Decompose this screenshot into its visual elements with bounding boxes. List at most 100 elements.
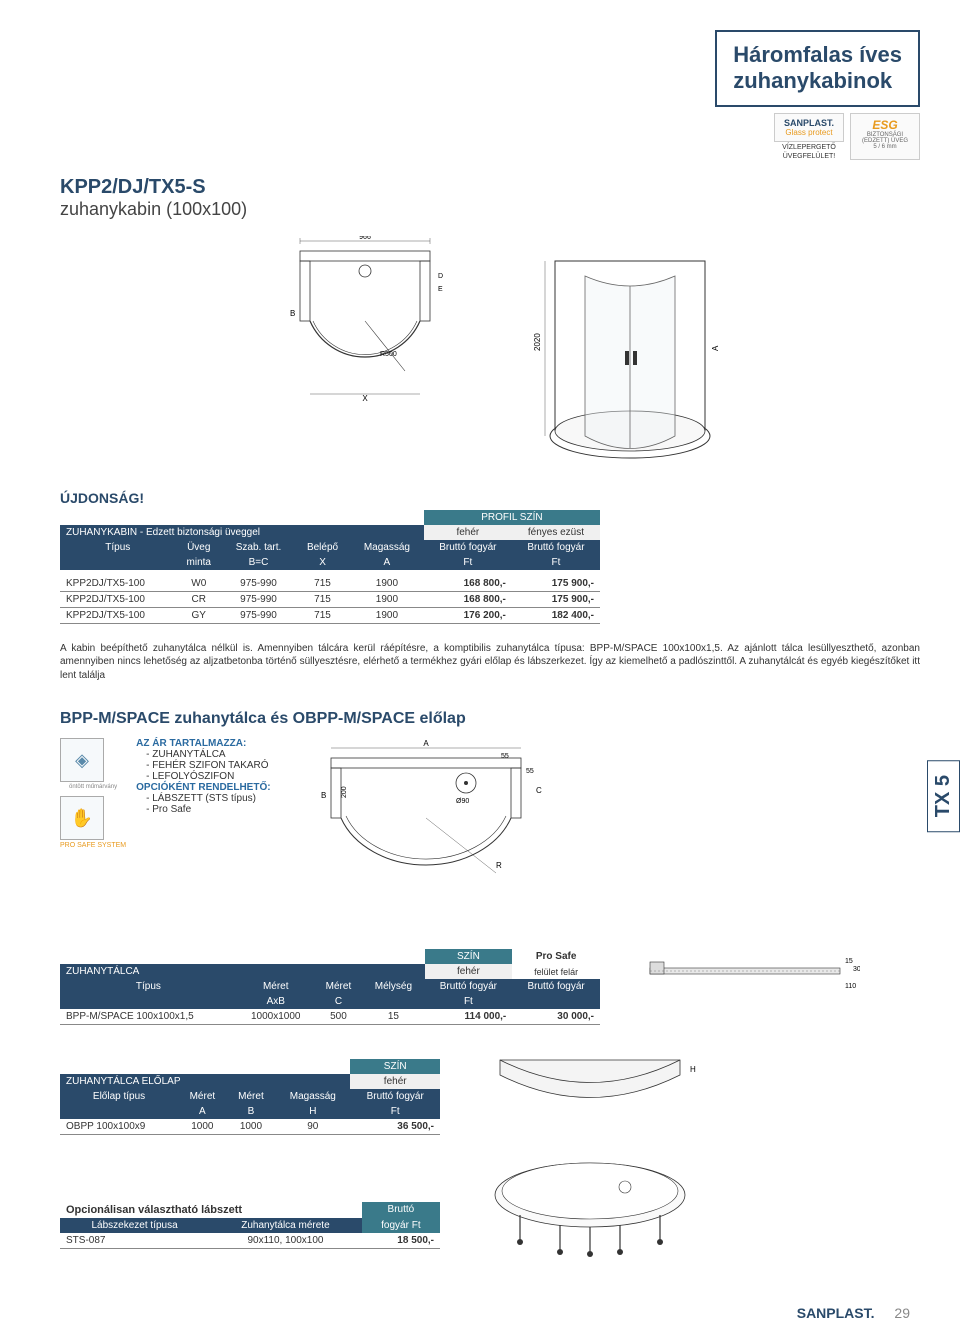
tray-dim-a: A (423, 739, 429, 748)
dim-a: A (711, 345, 720, 351)
front-col-meretB: Méret (227, 1089, 276, 1104)
front-col-h: H (275, 1104, 350, 1119)
esg-logo: ESG (857, 118, 913, 132)
page-footer: SANPLAST. 29 (60, 1305, 920, 1321)
legs-title: Opcionálisan választható lábszett (60, 1202, 362, 1218)
description-text: A kabin beépíthető zuhanytálca nélkül is… (60, 642, 920, 683)
front-table: SZÍN ZUHANYTÁLCA ELŐLAP fehér Előlap típ… (60, 1059, 440, 1135)
col-minta: minta (176, 555, 222, 570)
viz-label-2: ÜVEGFELÜLET! (774, 153, 844, 160)
legs-col-meret: Zuhanytálca mérete (209, 1218, 362, 1233)
col-ft2: Ft (512, 555, 600, 570)
tray-col-c: C (315, 994, 363, 1009)
col-bc: B=C (222, 555, 295, 570)
options-hdr: OPCIÓKÉNT RENDELHETŐ: (136, 782, 270, 793)
tray-dim-r: R (496, 861, 502, 870)
front-col-a: A (178, 1104, 227, 1119)
legs-col-ft: fogyár Ft (362, 1218, 440, 1233)
col-feher: fehér (424, 525, 512, 540)
legs-col-tipus: Lábszekezet típusa (60, 1218, 209, 1233)
legs-table: Opcionálisan választható lábszett Bruttó… (60, 1202, 440, 1249)
includes-hdr: AZ ÁR TARTALMAZZA: (136, 738, 270, 749)
tray-dim-d90: Ø90 (456, 798, 469, 805)
product-code: KPP2/DJ/TX5-S (60, 176, 920, 199)
list-item: ZUHANYTÁLCA (146, 749, 270, 760)
tray-plan-diagram: A B 200 C 55 55 Ø90 R (301, 738, 561, 908)
dim-2020: 2020 (533, 332, 542, 350)
tray-dim-200: 200 (341, 786, 348, 798)
footer-brand: SANPLAST. (797, 1305, 875, 1321)
esg-line2: (EDZETT) ÜVEG (857, 138, 913, 144)
glass-protect-badge: SANPLAST. Glass protect VÍZLEPERGETŐ ÜVE… (774, 113, 844, 160)
dim-r500: R500 (380, 351, 397, 358)
dim-d: D (438, 273, 443, 280)
legs-iso-diagram (480, 1145, 700, 1265)
table-row: BPP-M/SPACE 100x100x1,5 1000x1000 500 15… (60, 1009, 600, 1025)
table-row: KPP2DJ/TX5-100 W0 975-990 715 1900 168 8… (60, 576, 600, 592)
col-fenyes: fényes ezüst (512, 525, 600, 540)
tray-dim-55b: 55 (526, 768, 534, 775)
cabin-table: PROFIL SZÍN ZUHANYKABIN - Edzett biztons… (60, 510, 600, 624)
front-col-ft: Ft (350, 1104, 440, 1119)
includes-block: ◈ öntött műmárvány ✋ PRO SAFE SYSTEM AZ … (60, 738, 271, 849)
viz-label-1: VÍZLEPERGETŐ (774, 144, 844, 151)
tray-feher: fehér (425, 964, 513, 979)
legs-brutto: Bruttó (362, 1202, 440, 1218)
tray-col-tipus: Típus (60, 979, 237, 994)
iso-diagram: 2020 A (530, 236, 730, 466)
front-col-b: B (227, 1104, 276, 1119)
profile-dim-110: 110 (845, 983, 856, 990)
front-panel-diagram: H (480, 1040, 700, 1130)
col-szab: Szab. tart. (222, 540, 295, 555)
front-dim-h: H (690, 1065, 696, 1074)
sanplast-logo-text: SANPLAST. (781, 118, 837, 128)
tray-col-ft: Ft (425, 994, 513, 1009)
tray-felulet: felület felár (512, 964, 600, 979)
col-belepo: Belépő (295, 540, 350, 555)
front-col-tipus: Előlap típus (60, 1089, 178, 1104)
list-item: FEHÉR SZIFON TAKARÓ (146, 760, 270, 771)
tray-col-brutto2: Bruttó fogyár (512, 979, 600, 994)
page-title-line2: zuhanykabinok (733, 68, 902, 94)
col-a: A (350, 555, 424, 570)
page-title-line1: Háromfalas íves (733, 42, 902, 68)
list-item: Pro Safe (146, 804, 270, 815)
esg-badge: ESG BIZTONSÁGI (EDZETT) ÜVEG 5 / 6 mm (850, 113, 920, 160)
tray-szin-hdr: SZÍN (425, 949, 513, 964)
tray-profile-diagram: 15 30 110 (640, 948, 860, 998)
profile-dim-30: 30 (853, 966, 860, 973)
tray-dim-c: C (536, 786, 542, 795)
front-szin: SZÍN (350, 1059, 440, 1074)
prosafe-hdr: Pro Safe (512, 949, 600, 964)
tray-col-axb: AxB (237, 994, 315, 1009)
tray-col-brutto: Bruttó fogyár (425, 979, 513, 994)
col-ft1: Ft (424, 555, 512, 570)
col-tipus: Típus (60, 540, 176, 555)
table-row: KPP2DJ/TX5-100 GY 975-990 715 1900 176 2… (60, 607, 600, 623)
tray-dim-b: B (321, 791, 326, 800)
ujdonsag-label: ÚJDONSÁG! (60, 490, 920, 506)
icon2-label: PRO SAFE SYSTEM (60, 842, 126, 849)
product-desc: zuhanykabin (100x100) (60, 199, 920, 220)
col-brutto1: Bruttó fogyár (424, 540, 512, 555)
profil-szin-hdr: PROFIL SZÍN (424, 510, 600, 525)
dim-966: 966 (359, 236, 371, 241)
front-feher: fehér (350, 1074, 440, 1089)
tx5-side-tab: TX 5 (927, 760, 960, 832)
front-col-brutto: Bruttó fogyár (350, 1089, 440, 1104)
front-title: ZUHANYTÁLCA ELŐLAP (60, 1074, 350, 1089)
tray-dim-55a: 55 (501, 753, 509, 760)
esg-line3: 5 / 6 mm (857, 144, 913, 150)
icon1-label: öntött műmárvány (60, 784, 126, 790)
prosafe-icon: ✋ (60, 796, 104, 840)
badges-row: SANPLAST. Glass protect VÍZLEPERGETŐ ÜVE… (774, 113, 920, 160)
tray-col-meret1: Méret (237, 979, 315, 994)
tray-table: SZÍN Pro Safe ZUHANYTÁLCA fehér felület … (60, 949, 600, 1025)
col-magassag: Magasság (350, 540, 424, 555)
marble-icon: ◈ (60, 738, 104, 782)
page-number: 29 (894, 1305, 910, 1321)
list-item: LEFOLYÓSZIFON (146, 771, 270, 782)
dim-x: X (362, 394, 368, 403)
table-row: OBPP 100x100x9 1000 1000 90 36 500,- (60, 1119, 440, 1135)
col-brutto2: Bruttó fogyár (512, 540, 600, 555)
